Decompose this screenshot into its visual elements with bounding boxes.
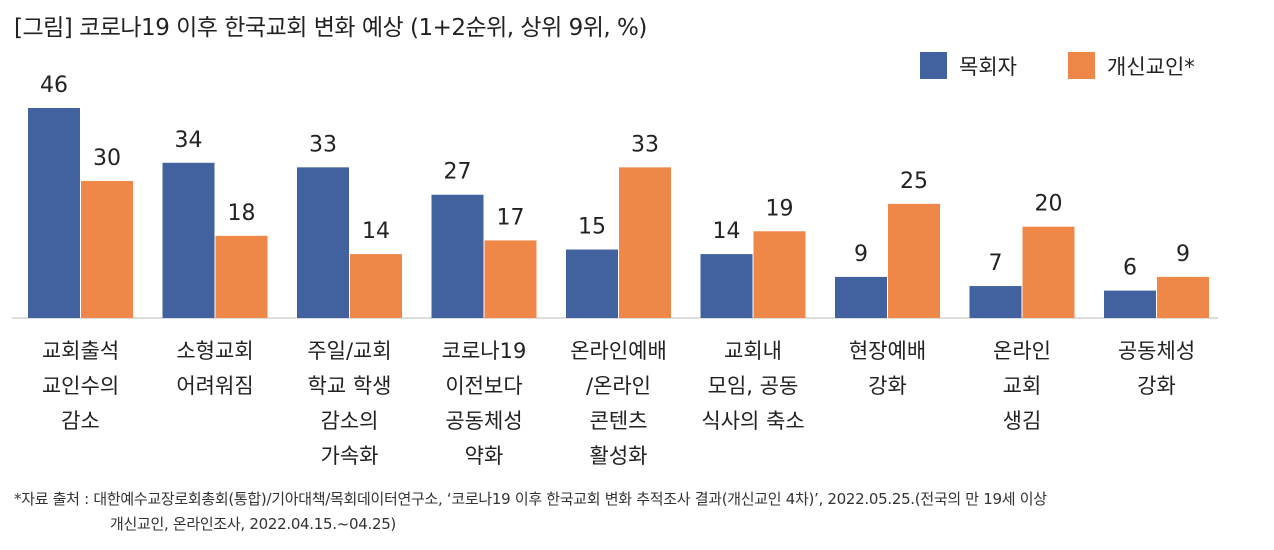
category-label-3-3: 약화 <box>465 444 504 468</box>
bar-believer-7 <box>1022 226 1075 318</box>
category-label-7-2: 생김 <box>1003 409 1042 433</box>
category-label-2-2: 감소의 <box>321 409 379 433</box>
bar-pastor-4 <box>566 249 618 318</box>
data-label-believer-2: 14 <box>362 219 390 244</box>
category-label-3-2: 공동체성 <box>445 409 522 433</box>
bar-believer-8 <box>1157 276 1209 318</box>
data-label-believer-5: 19 <box>766 196 794 221</box>
category-label-0-2: 감소 <box>61 409 100 433</box>
category-label-3-0: 코로나19 <box>442 339 527 363</box>
data-label-believer-6: 25 <box>900 169 928 194</box>
bar-pastor-0 <box>28 108 80 318</box>
data-label-believer-3: 17 <box>497 205 525 230</box>
legend-swatch-1 <box>1068 52 1095 79</box>
bar-pastor-6 <box>835 276 887 318</box>
category-label-5-1: 모임, 공동 <box>708 374 799 398</box>
data-label-pastor-5: 14 <box>713 219 741 244</box>
category-label-8-0: 공동체성 <box>1118 339 1195 363</box>
bar-pastor-5 <box>700 254 753 318</box>
category-label-4-0: 온라인예배 <box>570 339 667 363</box>
category-label-4-1: /온라인 <box>586 374 651 398</box>
data-label-believer-1: 18 <box>228 201 256 226</box>
chart-title: [그림] 코로나19 이후 한국교회 변화 예상 (1+2순위, 상위 9위, … <box>14 15 647 41</box>
data-label-pastor-1: 34 <box>175 128 203 153</box>
bar-pastor-1 <box>162 162 215 318</box>
bar-believer-0 <box>81 181 133 318</box>
category-label-3-1: 이전보다 <box>445 374 522 398</box>
legend-label-1: 개신교인* <box>1107 55 1195 79</box>
source-note-line1: *자료 출처 : 대한예수교장로회총회(통합)/기아대책/목회데이터연구소, ‘… <box>14 490 1047 508</box>
category-label-5-0: 교회내 <box>724 339 782 363</box>
data-label-believer-4: 33 <box>631 132 659 157</box>
category-label-4-2: 콘텐츠 <box>590 409 648 433</box>
data-label-pastor-0: 46 <box>40 73 68 98</box>
data-label-pastor-3: 27 <box>444 160 472 185</box>
category-label-4-3: 활성화 <box>590 444 648 468</box>
bar-pastor-8 <box>1104 290 1156 318</box>
category-label-2-0: 주일/교회 <box>307 339 391 363</box>
category-label-2-3: 가속화 <box>321 444 379 468</box>
source-note-line2: 개신교인, 온라인조사, 2022.04.15.~04.25) <box>110 515 396 533</box>
category-label-6-1: 강화 <box>868 374 907 398</box>
category-label-0-0: 교회출석 <box>42 339 119 363</box>
category-label-1-1: 어려워짐 <box>176 374 253 398</box>
category-label-8-1: 강화 <box>1137 374 1176 398</box>
data-label-believer-7: 20 <box>1035 192 1063 217</box>
bar-believer-4 <box>619 167 671 318</box>
category-label-7-0: 온라인 <box>993 339 1051 363</box>
data-label-pastor-7: 7 <box>989 251 1003 276</box>
data-label-pastor-2: 33 <box>309 132 337 157</box>
category-label-2-1: 학교 학생 <box>308 374 392 398</box>
bar-believer-3 <box>484 240 537 318</box>
category-label-5-2: 식사의 축소 <box>701 409 804 433</box>
legend-swatch-0 <box>920 52 947 79</box>
data-label-pastor-6: 9 <box>854 242 868 267</box>
bar-pastor-7 <box>969 286 1022 318</box>
category-label-0-1: 교인수의 <box>42 374 119 398</box>
data-label-believer-8: 9 <box>1176 242 1190 267</box>
bar-pastor-2 <box>297 167 349 318</box>
category-label-6-0: 현장예배 <box>849 339 926 363</box>
category-label-7-1: 교회 <box>1003 374 1042 398</box>
legend-label-0: 목회자 <box>959 55 1017 79</box>
data-label-pastor-4: 15 <box>578 215 606 240</box>
data-label-believer-0: 30 <box>93 146 121 171</box>
bar-pastor-3 <box>431 194 484 318</box>
bar-believer-5 <box>753 231 806 318</box>
bar-believer-6 <box>888 203 940 318</box>
category-label-1-0: 소형교회 <box>176 339 253 363</box>
data-label-pastor-8: 6 <box>1123 256 1137 281</box>
bar-believer-1 <box>215 235 268 318</box>
bar-believer-2 <box>350 254 402 318</box>
